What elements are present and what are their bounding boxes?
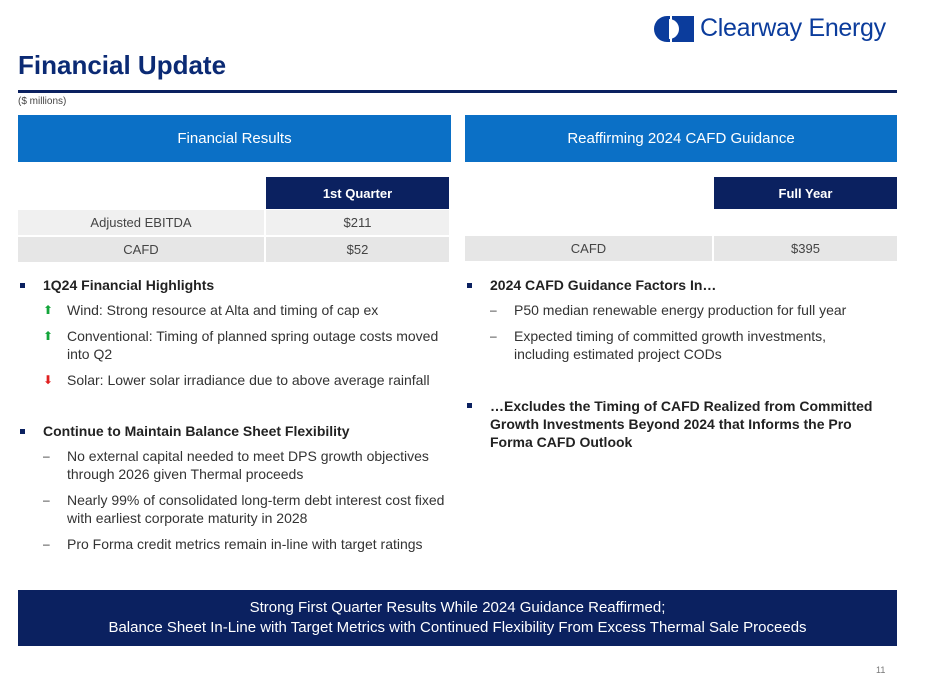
page-number: 11	[876, 665, 886, 675]
dash-icon: –	[43, 537, 50, 551]
logo-text: Clearway Energy	[700, 14, 886, 42]
table-row: CAFD $395	[465, 236, 897, 261]
banner-line-1: Strong First Quarter Results While 2024 …	[249, 599, 666, 616]
financial-results-header: Financial Results	[18, 115, 451, 162]
table-column-header: 1st Quarter	[266, 177, 449, 209]
dash-icon: –	[43, 493, 50, 507]
item-text: Expected timing of committed growth inve…	[514, 328, 827, 362]
table-row: Adjusted EBITDA $211	[18, 210, 449, 235]
row-label: CAFD	[465, 236, 712, 261]
arrow-up-icon: ⬆	[43, 329, 54, 343]
list-item: ⬆ Conventional: Timing of planned spring …	[18, 327, 458, 363]
item-text: Wind: Strong resource at Alta and timing…	[67, 302, 379, 318]
list-item: ⬆ Wind: Strong resource at Alta and timin…	[18, 301, 458, 319]
highlights-section: 1Q24 Financial Highlights ⬆ Wind: Strong …	[18, 277, 458, 397]
list-item: – Expected timing of committed growth inv…	[465, 327, 885, 363]
list-item: – Nearly 99% of consolidated long-term de…	[18, 491, 458, 527]
item-text: Solar: Lower solar irradiance due to abo…	[67, 372, 430, 388]
units-note: ($ millions)	[18, 96, 67, 107]
item-text: No external capital needed to meet DPS g…	[67, 448, 429, 482]
item-text: Pro Forma credit metrics remain in-line …	[67, 536, 423, 552]
cafd-guidance-header: Reaffirming 2024 CAFD Guidance	[465, 115, 897, 162]
list-item: – Pro Forma credit metrics remain in-line…	[18, 535, 458, 553]
guidance-factors-section: 2024 CAFD Guidance Factors In… – P50 medi…	[465, 277, 885, 371]
list-item: – P50 median renewable energy production …	[465, 301, 885, 319]
title-divider	[18, 90, 897, 93]
item-text: Nearly 99% of consolidated long-term deb…	[67, 492, 445, 526]
clearway-logo: Clearway Energy	[654, 14, 886, 43]
logo-mark-icon	[654, 15, 694, 42]
section-heading: …Excludes the Timing of CAFD Realized fr…	[465, 397, 890, 451]
section-heading: 1Q24 Financial Highlights	[18, 277, 458, 293]
summary-banner: Strong First Quarter Results While 2024 …	[18, 590, 897, 646]
row-label: CAFD	[18, 237, 264, 262]
financial-results-table: Adjusted EBITDA $211 CAFD $52	[18, 210, 449, 262]
dash-icon: –	[490, 303, 497, 317]
row-value: $52	[266, 237, 449, 262]
table-column-header: Full Year	[714, 177, 897, 209]
dash-icon: –	[43, 449, 50, 463]
row-value: $211	[266, 210, 449, 235]
section-heading: Continue to Maintain Balance Sheet Flexi…	[18, 423, 458, 439]
list-item: ⬇ Solar: Lower solar irradiance due to ab…	[18, 371, 458, 389]
item-text: Conventional: Timing of planned spring o…	[67, 328, 439, 362]
row-label: Adjusted EBITDA	[18, 210, 264, 235]
banner-line-2: Balance Sheet In-Line with Target Metric…	[108, 619, 807, 636]
arrow-down-icon: ⬇	[43, 373, 54, 387]
item-text: P50 median renewable energy production f…	[514, 302, 847, 318]
arrow-up-icon: ⬆	[43, 303, 54, 317]
dash-icon: –	[490, 329, 497, 343]
list-item: – No external capital needed to meet DPS …	[18, 447, 458, 483]
balance-sheet-section: Continue to Maintain Balance Sheet Flexi…	[18, 423, 458, 561]
section-heading: 2024 CAFD Guidance Factors In…	[465, 277, 885, 293]
page-title: Financial Update	[18, 50, 227, 80]
row-value: $395	[714, 236, 897, 261]
table-row: CAFD $52	[18, 237, 449, 262]
excludes-section: …Excludes the Timing of CAFD Realized fr…	[465, 397, 890, 459]
